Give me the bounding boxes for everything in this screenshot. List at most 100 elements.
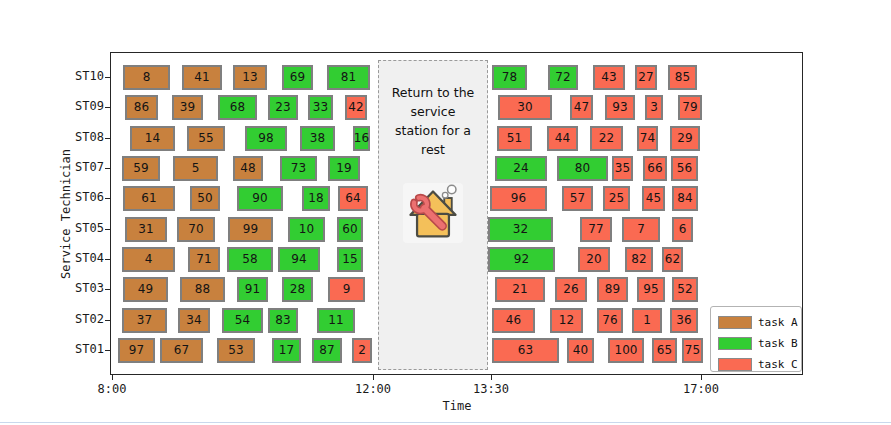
task-bar: 87 xyxy=(312,338,342,363)
task-bar: 46 xyxy=(492,308,535,333)
task-bar: 7 xyxy=(622,217,660,242)
y-tick-mark xyxy=(105,350,110,351)
x-tick-mark xyxy=(701,375,702,380)
task-bar: 71 xyxy=(188,247,220,272)
task-bar: 83 xyxy=(268,308,298,333)
task-bar: 77 xyxy=(580,217,612,242)
y-tick-label: ST05 xyxy=(58,221,104,235)
x-tick-mark xyxy=(112,375,113,380)
break-text-line: station for a xyxy=(379,121,487,140)
task-bar: 94 xyxy=(278,247,320,272)
task-bar: 42 xyxy=(345,95,367,120)
task-bar: 8 xyxy=(123,65,170,90)
y-tick-mark xyxy=(105,77,110,78)
task-bar: 1 xyxy=(632,308,662,333)
y-tick-label: ST02 xyxy=(58,312,104,326)
task-bar: 74 xyxy=(637,126,658,151)
task-bar: 23 xyxy=(268,95,298,120)
task-bar: 30 xyxy=(498,95,552,120)
y-tick-mark xyxy=(105,229,110,230)
task-bar: 75 xyxy=(682,338,703,363)
task-bar: 28 xyxy=(282,277,313,302)
task-bar: 100 xyxy=(608,338,644,363)
task-bar: 90 xyxy=(237,186,283,211)
y-tick-label: ST06 xyxy=(58,190,104,204)
y-tick-mark xyxy=(105,107,110,108)
service-station-house-wrench-icon xyxy=(403,183,463,243)
task-bar: 40 xyxy=(567,338,594,363)
task-bar: 12 xyxy=(550,308,583,333)
task-bar: 60 xyxy=(337,217,363,242)
task-bar: 49 xyxy=(123,277,168,302)
task-bar: 53 xyxy=(217,338,255,363)
task-bar: 52 xyxy=(672,277,698,302)
x-tick-label: 12:00 xyxy=(355,382,391,396)
task-bar: 36 xyxy=(670,308,698,333)
legend-entry: task C xyxy=(711,358,801,372)
task-bar: 95 xyxy=(637,277,665,302)
task-bar: 48 xyxy=(233,156,263,181)
task-bar: 43 xyxy=(593,65,625,90)
task-bar: 18 xyxy=(302,186,330,211)
y-tick-mark xyxy=(105,289,110,290)
task-bar: 39 xyxy=(172,95,203,120)
task-bar: 62 xyxy=(662,247,683,272)
y-tick-label: ST07 xyxy=(58,160,104,174)
task-bar: 69 xyxy=(282,65,313,90)
y-tick-label: ST08 xyxy=(58,130,104,144)
task-bar: 14 xyxy=(130,126,175,151)
task-bar: 56 xyxy=(671,156,698,181)
task-bar: 13 xyxy=(233,65,267,90)
y-tick-mark xyxy=(105,138,110,139)
task-bar: 15 xyxy=(337,247,363,272)
task-bar: 89 xyxy=(597,277,628,302)
task-bar: 76 xyxy=(597,308,623,333)
task-bar: 93 xyxy=(605,95,635,120)
legend-label: task A xyxy=(758,317,798,329)
task-bar: 65 xyxy=(652,338,677,363)
task-bar: 50 xyxy=(190,186,220,211)
y-tick-label: ST03 xyxy=(58,281,104,295)
legend-swatch-B xyxy=(718,337,752,350)
task-bar: 54 xyxy=(222,308,263,333)
task-bar: 97 xyxy=(118,338,155,363)
task-bar: 33 xyxy=(308,95,333,120)
task-bar: 47 xyxy=(570,95,593,120)
task-bar: 79 xyxy=(678,95,702,120)
x-axis-label: Time xyxy=(443,399,472,413)
x-tick-mark xyxy=(491,375,492,380)
y-tick-mark xyxy=(105,320,110,321)
x-tick-label: 8:00 xyxy=(98,382,127,396)
task-bar: 86 xyxy=(125,95,158,120)
task-bar: 34 xyxy=(178,308,210,333)
task-bar: 98 xyxy=(245,126,287,151)
task-bar: 10 xyxy=(288,217,325,242)
task-bar: 41 xyxy=(182,65,222,90)
task-bar: 27 xyxy=(635,65,657,90)
x-tick-label: 13:30 xyxy=(473,382,509,396)
x-tick-mark xyxy=(373,375,374,380)
task-bar: 35 xyxy=(612,156,633,181)
x-tick-label: 17:00 xyxy=(683,382,719,396)
y-tick-label: ST10 xyxy=(58,69,104,83)
y-tick-label: ST01 xyxy=(58,342,104,356)
task-bar: 21 xyxy=(495,277,545,302)
task-bar: 59 xyxy=(122,156,160,181)
break-text-line: rest xyxy=(379,140,487,159)
task-bar: 96 xyxy=(490,186,547,211)
task-bar: 5 xyxy=(173,156,218,181)
break-text-line: Return to the xyxy=(379,83,487,102)
task-bar: 38 xyxy=(300,126,335,151)
task-bar: 91 xyxy=(237,277,268,302)
task-bar: 26 xyxy=(555,277,587,302)
task-bar: 84 xyxy=(672,186,698,211)
gantt-chart: Service Technician Time Return to theser… xyxy=(0,0,891,425)
task-bar: 55 xyxy=(187,126,225,151)
task-bar: 64 xyxy=(338,186,368,211)
break-region: Return to theservicestation for arest xyxy=(378,60,488,370)
task-bar: 82 xyxy=(625,247,653,272)
y-tick-mark xyxy=(105,259,110,260)
legend-swatch-A xyxy=(718,316,752,329)
y-tick-mark xyxy=(105,198,110,199)
task-bar: 81 xyxy=(327,65,370,90)
